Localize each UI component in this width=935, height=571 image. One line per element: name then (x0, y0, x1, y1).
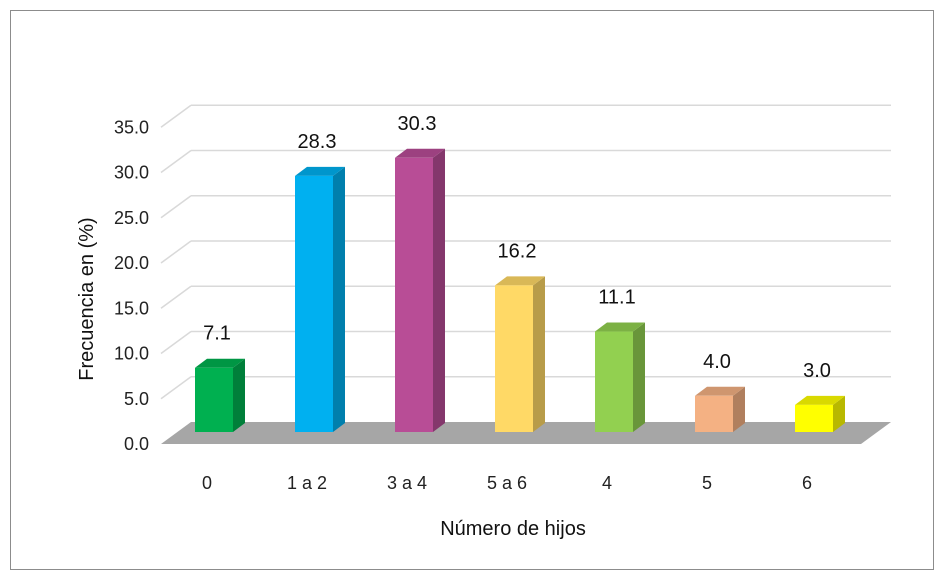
gridline-connector (160, 330, 192, 355)
y-tick-label: 0.0 (124, 434, 149, 454)
bar-0 (195, 358, 245, 432)
bar-top (695, 386, 745, 396)
bar-5-a-6 (495, 276, 545, 432)
data-label: 3.0 (803, 360, 831, 382)
y-axis-title: Frecuencia en (%) (76, 217, 98, 380)
data-label: 30.3 (398, 113, 437, 135)
x-tick-label: 6 (802, 473, 812, 493)
bar-1-a-2 (295, 166, 345, 432)
bar-3-a-4 (395, 148, 445, 432)
bar-chart: 0.0 5.0 10.0 15.0 20.0 25.0 30.0 35.0 7.1 28.3 30… (76, 104, 891, 540)
bar-front (795, 404, 833, 432)
bar-side (433, 148, 445, 432)
data-label: 7.1 (203, 323, 231, 345)
bar-front (595, 331, 633, 432)
data-label: 28.3 (298, 131, 337, 153)
y-tick-label: 25.0 (114, 208, 149, 228)
gridline-connector (160, 104, 192, 128)
bar-top (495, 276, 545, 286)
bar-front (495, 285, 533, 432)
bar-5 (695, 386, 745, 432)
bar-front (695, 395, 733, 432)
bar-side (733, 386, 745, 432)
x-tick-label: 5 a 6 (487, 473, 527, 493)
y-tick-label: 5.0 (124, 389, 149, 409)
bar-front (295, 175, 333, 432)
gridline-connector (160, 376, 192, 400)
bar-top (395, 148, 445, 158)
gridline-connector (160, 195, 192, 219)
data-label: 4.0 (703, 351, 731, 373)
gridline-connector (160, 240, 192, 264)
gridline-connector (160, 149, 192, 174)
data-label: 11.1 (598, 287, 635, 309)
x-axis-title: Número de hijos (440, 518, 586, 540)
bar-side (333, 166, 345, 432)
data-label: 16.2 (498, 240, 537, 262)
bar-top (195, 358, 245, 368)
bar-side (633, 322, 645, 432)
x-tick-label: 5 (702, 473, 712, 493)
bar-4 (595, 322, 645, 432)
x-tick-label: 1 a 2 (287, 473, 327, 493)
chart-frame: 0.0 5.0 10.0 15.0 20.0 25.0 30.0 35.0 7.1 28.3 30… (10, 10, 934, 570)
bar-top (795, 395, 845, 405)
bar-6 (795, 395, 845, 432)
y-tick-label: 20.0 (114, 253, 149, 273)
bar-top (595, 322, 645, 332)
bars (195, 148, 845, 432)
y-tick-label: 30.0 (114, 163, 149, 183)
bar-front (395, 157, 433, 432)
gridline-connector (160, 285, 192, 309)
bar-side (233, 358, 245, 432)
x-axis-categories: 0 1 a 2 3 a 4 5 a 6 4 5 6 (202, 473, 812, 493)
bar-side (833, 395, 845, 432)
x-tick-label: 4 (602, 473, 612, 493)
y-tick-label: 10.0 (114, 344, 149, 364)
y-tick-label: 15.0 (114, 298, 149, 318)
y-axis-ticks: 0.0 5.0 10.0 15.0 20.0 25.0 30.0 35.0 (114, 117, 149, 454)
y-tick-label: 35.0 (114, 117, 149, 137)
x-tick-label: 3 a 4 (387, 473, 427, 493)
data-labels: 7.1 28.3 30.3 16.2 11.1 4.0 3.0 (203, 113, 831, 382)
bar-side (533, 276, 545, 432)
bar-front (195, 367, 233, 432)
bar-top (295, 166, 345, 176)
x-tick-label: 0 (202, 473, 212, 493)
